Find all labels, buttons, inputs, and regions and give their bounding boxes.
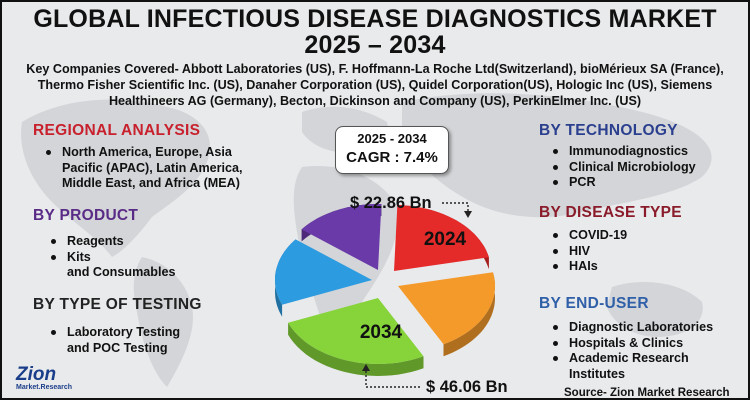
pie-slice-blue [275,239,372,305]
list-item: and Consumables [67,265,176,279]
logo-name: Zion [16,364,57,385]
page-subtitle-years: 2025 – 2034 [304,31,446,59]
by-end-user-list: Diagnostic Laboratories Hospitals & Clin… [549,320,744,382]
zion-logo: Zion Market.Research [16,364,73,396]
regional-analysis-heading: REGIONAL ANALYSIS [33,122,201,139]
cagr-box: 2025 - 2034 CAGR : 7.4% [335,126,449,174]
list-item: Clinical Microbiology [549,160,739,176]
by-end-user-heading: BY END-USER [539,295,649,312]
value-2034-leader-line [365,367,422,388]
by-product-list: Reagents Kits and Consumables [47,234,247,281]
pie-slice-orange-side [443,272,495,357]
page-title: GLOBAL INFECTIOUS DISEASE DIAGNOSTICS MA… [33,5,717,33]
list-item: Laboratory Testing [47,325,247,341]
pie-slice-purple [301,204,382,270]
by-type-of-testing-list: Laboratory Testing and POC Testing [47,325,247,356]
list-item: COVID-19 [549,228,739,244]
list-item: HAIs [549,259,739,275]
key-companies-text: Key Companies Covered- Abbott Laboratori… [26,62,724,108]
by-type-of-testing-heading: BY TYPE OF TESTING [33,296,202,313]
by-product-heading: BY PRODUCT [33,207,139,224]
pie-year-label-2034: 2034 [360,322,403,343]
list-item: Kits [47,250,247,266]
arrow-head-icon [362,364,370,371]
list-item: PCR [549,175,739,191]
list-item: Diagnostic Laboratories [549,320,744,336]
list-item: North America, Europe, Asia Pacific (APA… [42,145,252,192]
value-2024-leader-line [442,202,469,216]
cagr-period: 2025 - 2034 [357,131,427,146]
list-item: Institutes [569,366,625,381]
pie-slice-red [394,205,489,271]
list-item: Immunodiagnostics [549,144,739,160]
pie-slice-green [288,298,424,364]
logo-subtext: Market.Research [16,384,73,391]
cagr-value: CAGR : 7.4% [346,149,438,166]
pie-year-label-2024: 2024 [424,229,467,250]
list-item: and POC Testing [67,340,168,355]
list-item: Academic Research [549,351,744,367]
value-2034-label: $ 46.06 Bn [426,378,508,396]
list-item: Hospitals & Clinics [549,336,744,352]
by-technology-list: Immunodiagnostics Clinical Microbiology … [549,144,739,191]
arrow-head-icon [464,211,472,218]
pie-slice-green-side [288,322,424,376]
list-item: HIV [549,244,739,260]
by-disease-type-heading: BY DISEASE TYPE [539,204,682,221]
by-disease-type-list: COVID-19 HIV HAIs [549,228,739,275]
regional-analysis-list: North America, Europe, Asia Pacific (APA… [42,145,252,192]
by-technology-heading: BY TECHNOLOGY [539,122,678,139]
source-text: Source- Zion Market Research [564,387,730,399]
pie-slice-orange [398,272,495,345]
value-2024-label: $ 22.86 Bn [350,194,432,212]
list-item: Reagents [47,234,247,250]
